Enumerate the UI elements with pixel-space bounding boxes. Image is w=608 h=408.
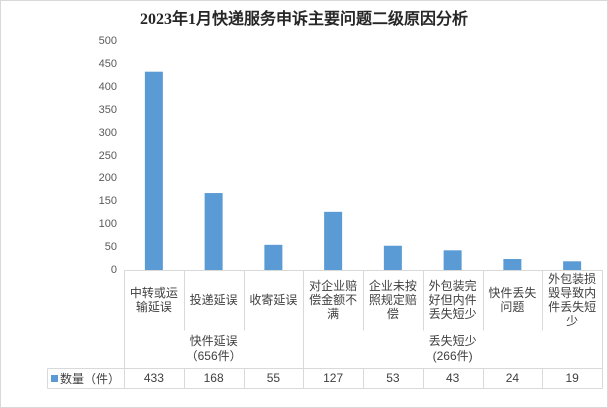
- data-table-legend-cell: 数量（件）: [48, 368, 124, 388]
- bar-4: [383, 245, 402, 270]
- legend-key-square: [51, 374, 58, 382]
- bar-3: [324, 211, 343, 270]
- group-name: 丢失短少: [428, 334, 477, 348]
- table-value: 53: [386, 371, 400, 385]
- bar-1: [204, 193, 223, 270]
- category-label: 对企业赔偿金额不满: [309, 279, 358, 321]
- y-tick-label: 100: [98, 218, 117, 231]
- y-tick-label: 450: [98, 57, 117, 70]
- group-total: （656件）: [185, 349, 242, 363]
- series-name: 数量（件）: [60, 371, 121, 386]
- y-tick-label: 200: [98, 172, 117, 185]
- bar-0: [144, 71, 163, 270]
- group-label: 快件延误 （656件）: [124, 330, 303, 368]
- category-label: 企业未按照规定赔偿: [368, 279, 417, 321]
- y-tick-label: 0: [110, 264, 117, 276]
- category-label: 外包装损毁导致内件丢失短少: [548, 272, 597, 328]
- group-name: 快件延误: [189, 334, 238, 348]
- group-label: 丢失短少 (266件): [303, 330, 602, 368]
- chart-title: 2023年1月快递服务申诉主要问题二级原因分析: [139, 11, 468, 28]
- y-tick-label: 50: [104, 241, 117, 254]
- bar-6: [503, 259, 522, 270]
- table-value: 24: [505, 371, 520, 385]
- table-value: 55: [266, 371, 281, 385]
- y-tick-label: 300: [98, 126, 117, 139]
- bar-7: [563, 261, 582, 270]
- table-value: 433: [143, 371, 164, 385]
- category-label: 外包装完好但内件丢失短少: [428, 279, 477, 321]
- category-label: 收寄延误: [249, 293, 298, 307]
- group-total: (266件): [432, 349, 473, 363]
- bar-5: [443, 250, 462, 270]
- y-tick-label: 250: [98, 149, 117, 162]
- bar-2: [264, 244, 283, 270]
- y-tick-label: 350: [98, 103, 117, 116]
- category-label: 快件丢失问题: [488, 286, 537, 314]
- category-label: 投递延误: [189, 293, 238, 307]
- table-value: 19: [565, 371, 579, 385]
- table-value: 168: [203, 371, 224, 385]
- y-tick-label: 400: [98, 80, 117, 93]
- category-label: 中转或运输延误: [129, 286, 178, 314]
- y-tick-label: 500: [98, 35, 117, 47]
- table-value: 127: [323, 371, 344, 385]
- y-tick-label: 150: [98, 195, 117, 208]
- table-value: 43: [445, 371, 460, 385]
